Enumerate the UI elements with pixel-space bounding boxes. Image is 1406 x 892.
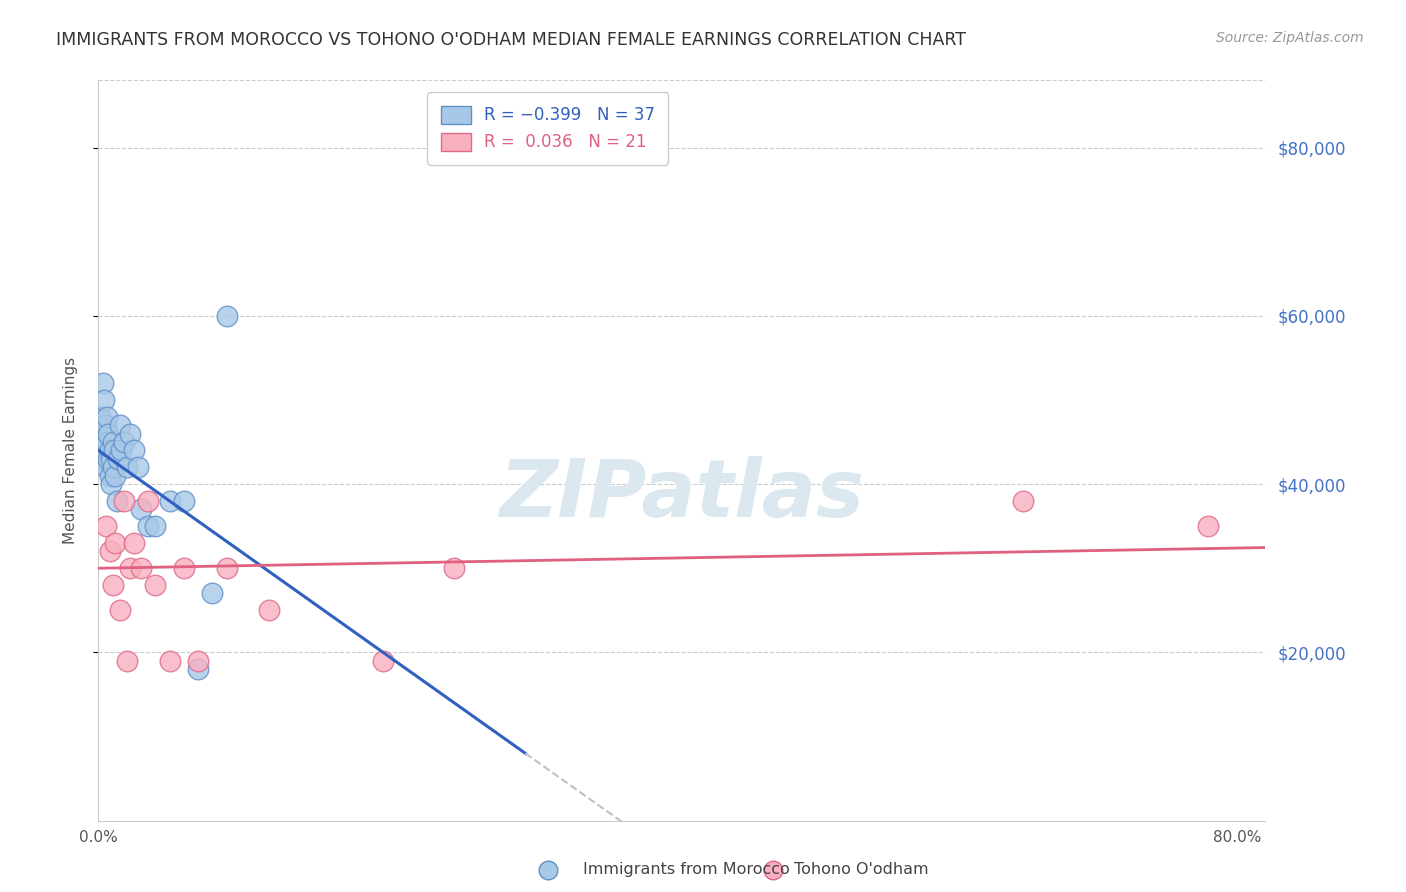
Text: IMMIGRANTS FROM MOROCCO VS TOHONO O'ODHAM MEDIAN FEMALE EARNINGS CORRELATION CHA: IMMIGRANTS FROM MOROCCO VS TOHONO O'ODHA… (56, 31, 966, 49)
Point (122, 443, 145, 458)
Point (91, 376, 114, 391)
Point (97, 451, 120, 466)
Point (127, 460, 149, 475)
Text: Immigrants from Morocco: Immigrants from Morocco (583, 863, 790, 877)
Point (173, 561, 195, 575)
Point (98, 468, 121, 483)
Point (107, 451, 129, 466)
Point (537, 863, 560, 877)
Point (101, 578, 124, 592)
Point (371, 654, 394, 668)
Point (91, 426, 114, 441)
Y-axis label: Median Female Earnings: Median Female Earnings (63, 357, 77, 544)
Point (89, 409, 111, 424)
Point (101, 435, 124, 450)
Point (97, 426, 120, 441)
Point (104, 536, 127, 550)
Point (143, 578, 166, 592)
Point (104, 468, 127, 483)
Point (103, 443, 125, 458)
Point (159, 654, 181, 668)
Point (108, 603, 131, 617)
Point (1012, 494, 1035, 508)
Point (98, 443, 121, 458)
Point (94, 519, 117, 533)
Point (143, 519, 166, 533)
Point (100, 451, 122, 466)
Text: Source: ZipAtlas.com: Source: ZipAtlas.com (1216, 31, 1364, 45)
Point (118, 426, 141, 441)
Point (108, 418, 131, 433)
Point (215, 561, 238, 575)
Point (201, 586, 224, 600)
Point (110, 443, 132, 458)
Point (98, 544, 121, 558)
Point (112, 435, 135, 450)
Point (105, 494, 128, 508)
Point (215, 309, 238, 323)
Point (443, 561, 465, 575)
Point (129, 561, 152, 575)
Point (187, 654, 209, 668)
Point (118, 561, 141, 575)
Point (101, 460, 124, 475)
Point (129, 502, 152, 516)
Point (100, 477, 122, 491)
Point (96, 409, 118, 424)
Point (94, 418, 117, 433)
Point (173, 494, 195, 508)
Point (112, 494, 135, 508)
Point (136, 519, 159, 533)
Point (136, 494, 159, 508)
Legend: R = −0.399   N = 37, R =  0.036   N = 21: R = −0.399 N = 37, R = 0.036 N = 21 (427, 92, 668, 165)
Point (96, 435, 118, 450)
Point (90, 451, 112, 466)
Point (1198, 519, 1220, 533)
Point (257, 603, 280, 617)
Point (93, 392, 115, 407)
Text: ZIPatlas: ZIPatlas (499, 456, 865, 534)
Text: Tohono O'odham: Tohono O'odham (794, 863, 929, 877)
Point (115, 654, 138, 668)
Point (94, 460, 117, 475)
Point (159, 494, 181, 508)
Point (93, 443, 115, 458)
Point (115, 460, 138, 475)
Point (762, 863, 785, 877)
Point (122, 536, 145, 550)
Point (187, 662, 209, 676)
